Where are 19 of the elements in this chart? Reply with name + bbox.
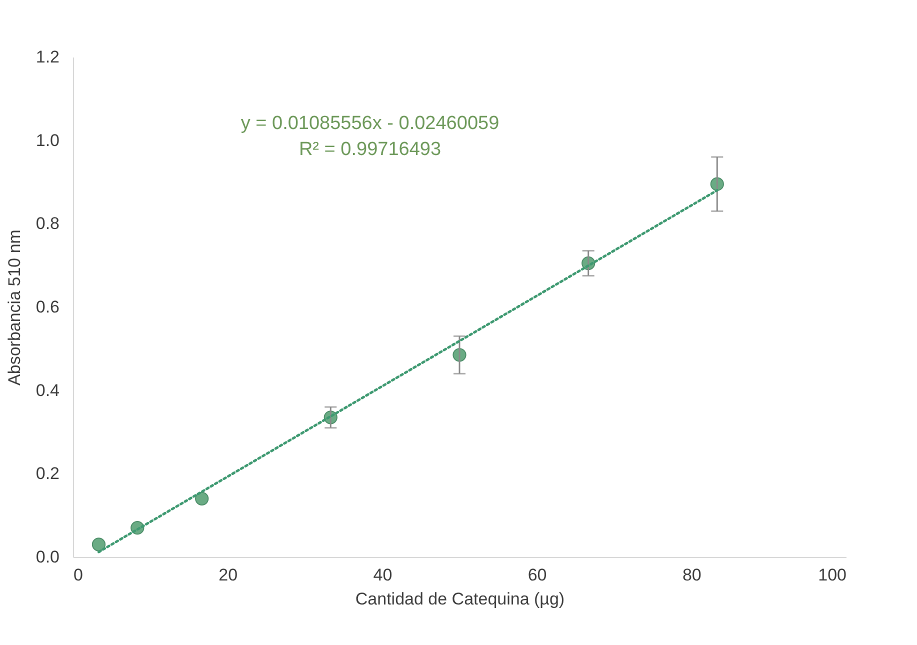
y-tick-label: 0.6	[36, 298, 60, 316]
x-axis-title: Cantidad de Catequina (µg)	[355, 590, 565, 608]
point	[92, 538, 106, 552]
y-axis-title: Absorbancia 510 nm	[4, 230, 24, 386]
x-tick-label: 0	[74, 566, 83, 584]
annotation: R² = 0.99716493	[298, 139, 442, 160]
x-tick-label: 20	[218, 566, 238, 584]
x-tick-label: 80	[682, 566, 702, 584]
y-tick-label: 0.4	[36, 380, 60, 400]
y-tick-label: 0.8	[36, 214, 60, 234]
y-tick-label: 0.2	[36, 464, 60, 484]
x-tick-label: 100	[818, 566, 846, 584]
annotation: y = 0.01085556x - 0.02460059	[240, 113, 500, 134]
y-tick-label: 1.0	[36, 130, 60, 150]
x-tick-label: 60	[528, 566, 547, 584]
x-tick-label: 40	[373, 566, 392, 584]
point	[195, 492, 209, 506]
y-tick-label: 0.0	[36, 548, 60, 566]
y-tick-label: 1.2	[36, 48, 60, 66]
